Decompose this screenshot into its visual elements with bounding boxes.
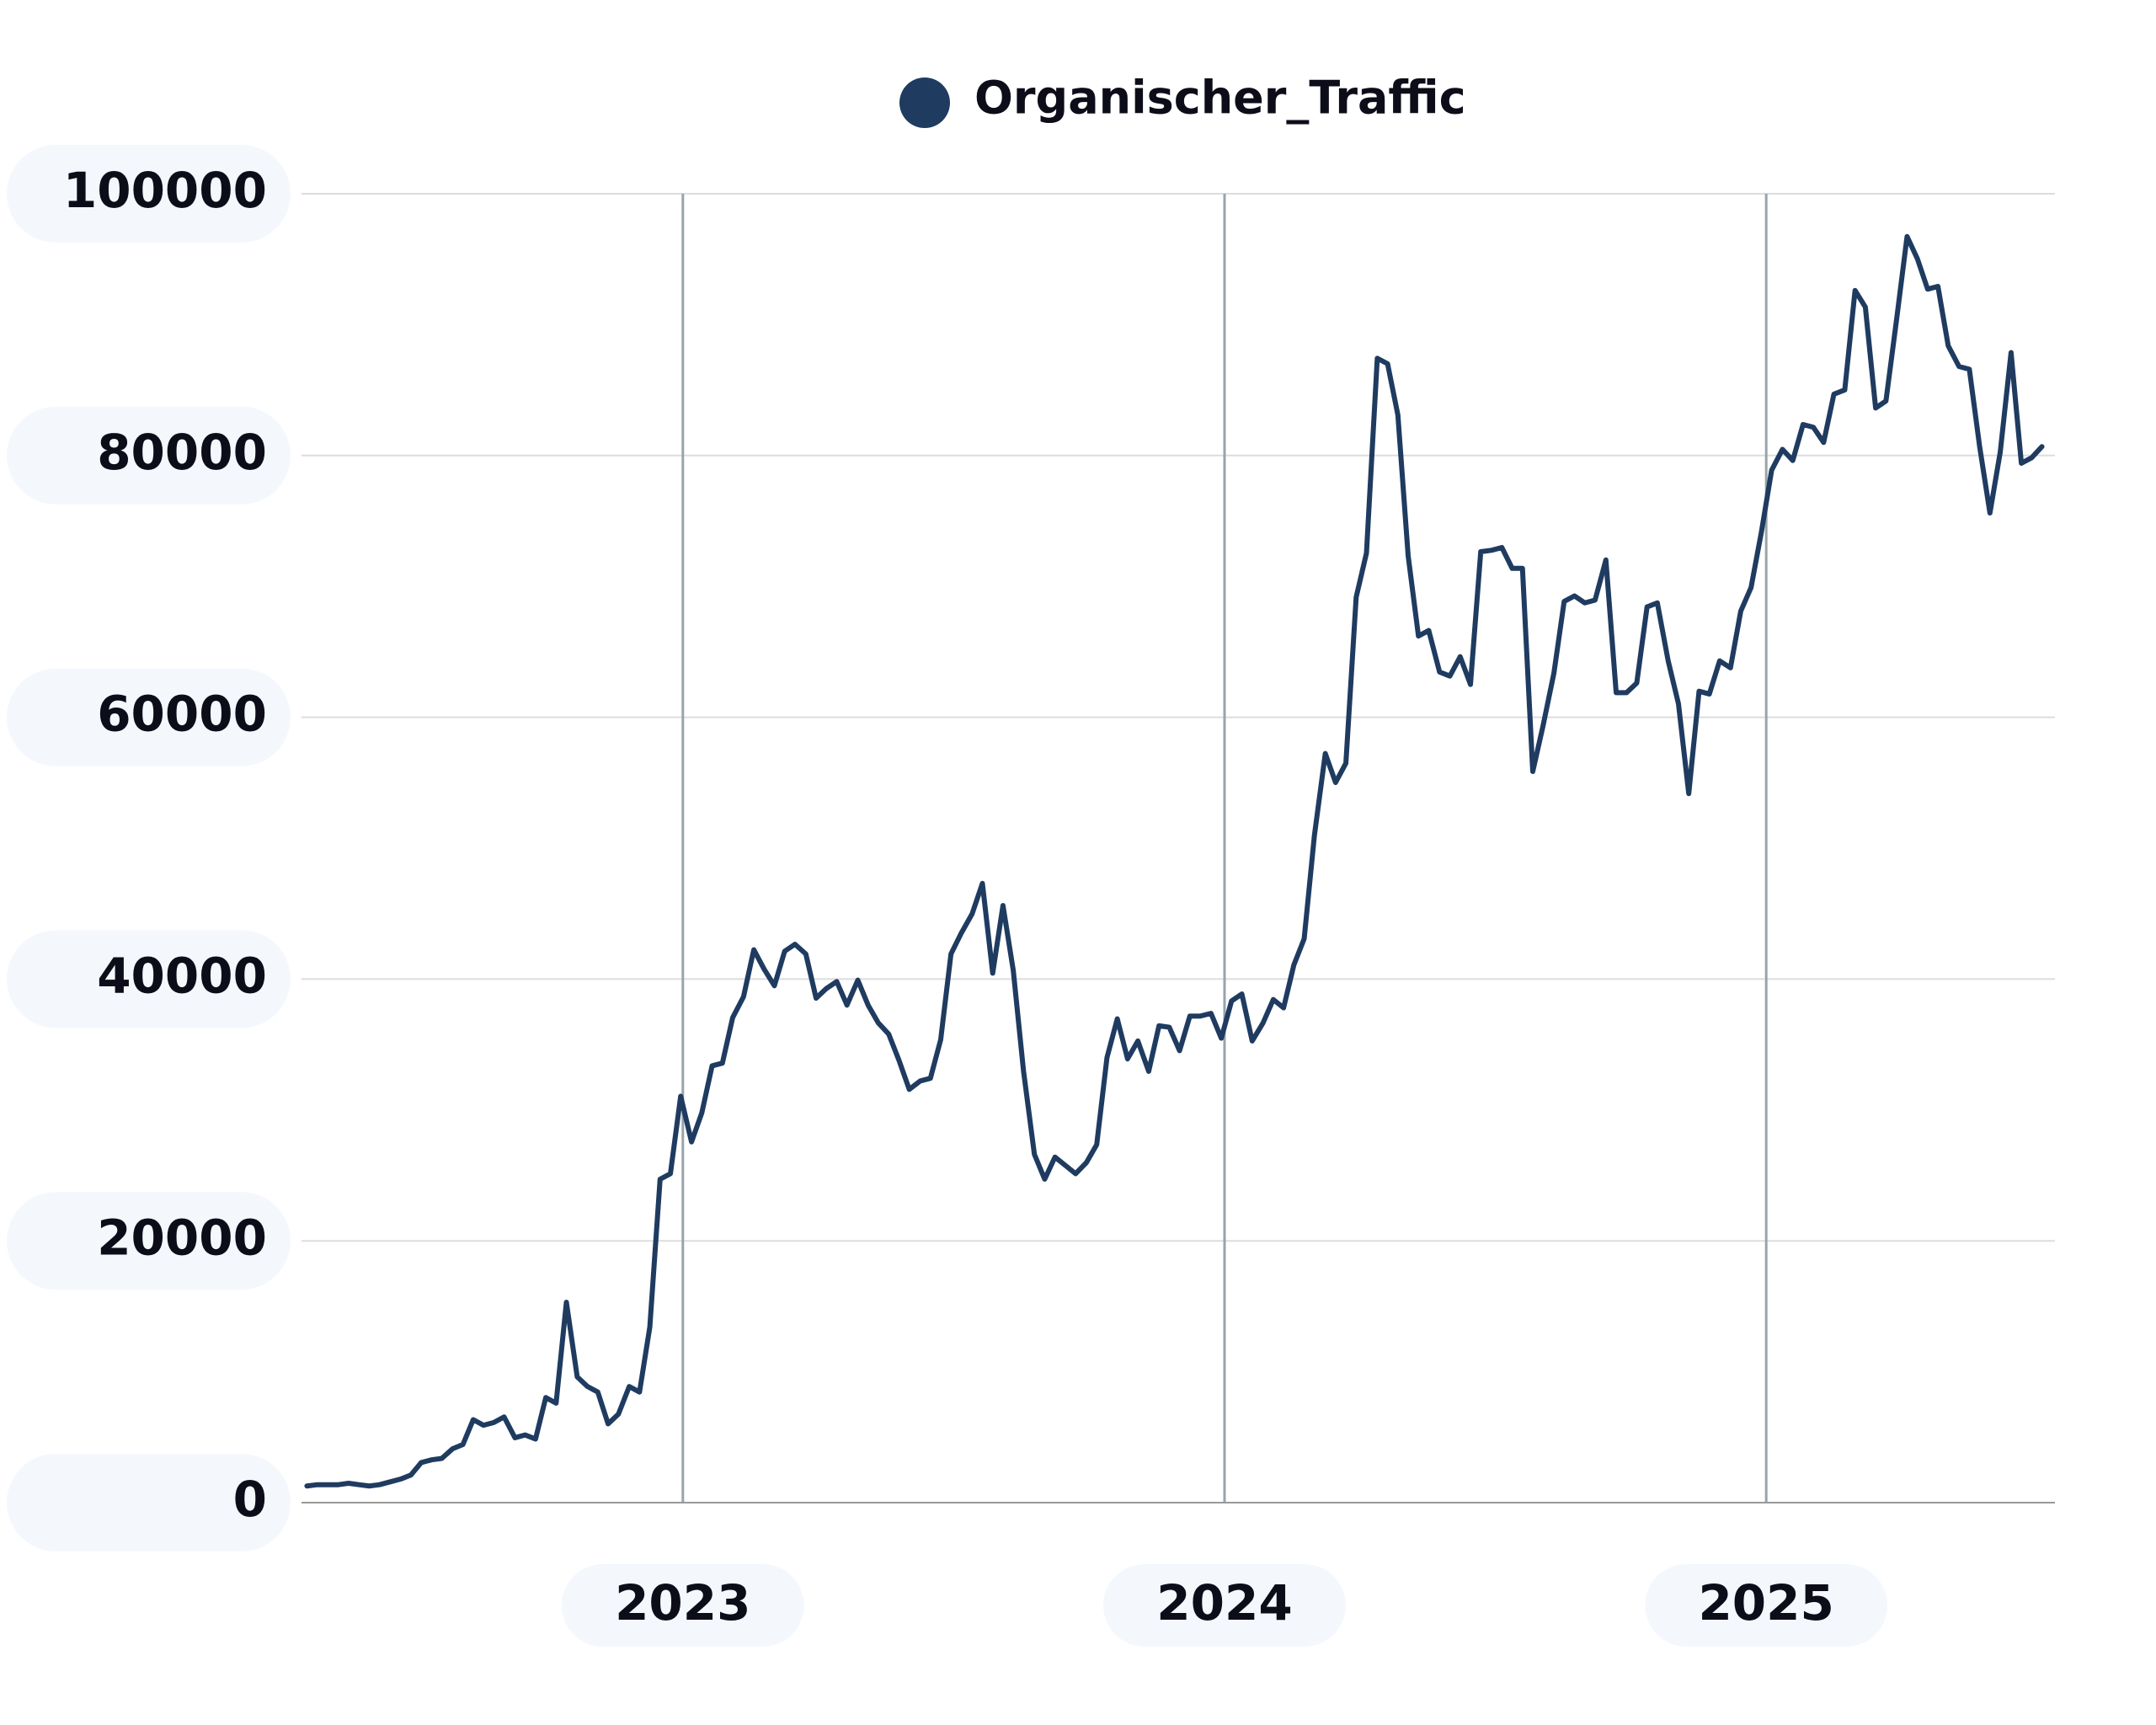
y-tick-label: 60000 — [97, 686, 267, 743]
y-tick-label: 0 — [233, 1471, 267, 1528]
tick-label-background — [7, 930, 291, 1028]
tick-label-background — [561, 1564, 804, 1647]
tick-label-background — [7, 1192, 291, 1290]
x-tick-label: 2023 — [615, 1574, 750, 1632]
x-tick-label: 2025 — [1698, 1574, 1833, 1632]
legend-marker — [899, 77, 950, 128]
y-tick-label: 80000 — [97, 424, 267, 481]
y-tick-label: 100000 — [63, 162, 267, 219]
y-tick-label: 20000 — [97, 1209, 267, 1266]
tick-label-background — [7, 145, 291, 243]
x-tick-label: 2024 — [1156, 1574, 1292, 1632]
tick-label-background — [7, 1454, 291, 1551]
legend-label: Organischer_Traffic — [974, 72, 1466, 125]
tick-label-background — [1645, 1564, 1888, 1647]
tick-label-background — [1102, 1564, 1346, 1647]
data-line — [304, 233, 2045, 1489]
tick-label-background — [7, 668, 291, 766]
tick-label-background — [7, 406, 291, 505]
y-tick-label: 40000 — [97, 948, 267, 1005]
